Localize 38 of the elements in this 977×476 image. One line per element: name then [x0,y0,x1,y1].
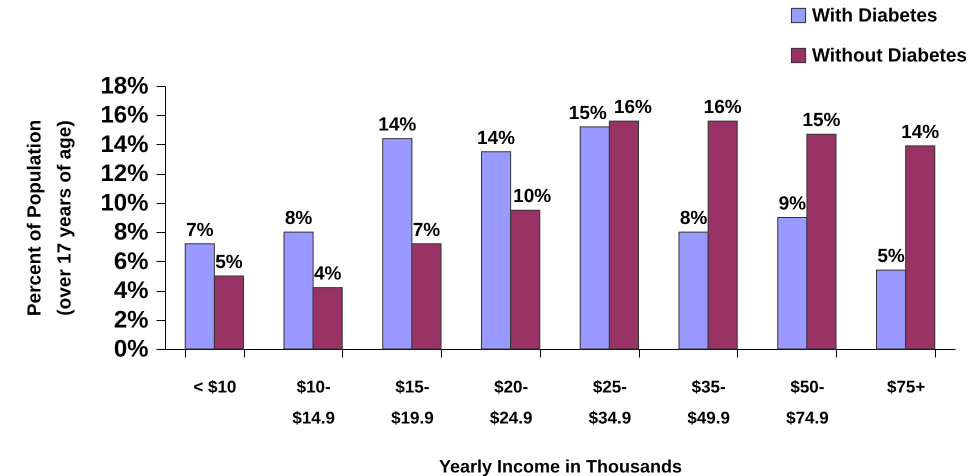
data-label: 14% [901,122,940,143]
data-label: 7% [186,220,214,241]
data-label: 5% [877,246,905,268]
y-tick-label: 6% [114,248,148,275]
y-tick-label: 4% [114,277,148,304]
y-axis-title: Percent of Population (over 17 years of age) [24,120,76,316]
y-tick-label: 12% [100,160,148,188]
data-label: 15% [568,102,607,124]
data-label: 7% [412,220,440,241]
x-tick-label: $15-$19.9 [391,378,434,428]
data-label: 16% [704,97,742,118]
y-tick-label: 10% [100,189,148,216]
data-label: 14% [378,114,416,136]
data-label: 9% [778,194,806,214]
x-tick-label: < $10 [193,378,236,396]
x-tick-label: $25-$34.9 [588,378,632,428]
data-label: 8% [284,208,312,230]
data-label: 16% [614,97,652,118]
data-label: 15% [802,110,841,132]
y-tick-label: 16% [100,102,148,129]
y-tick-label: 8% [114,218,148,246]
y-tick-label: 0% [114,336,148,362]
x-tick-label: $20-$24.9 [490,378,532,428]
legend-label: Without Diabetes [812,46,967,66]
x-tick-label: $35-$49.9 [687,378,730,428]
x-tick-label: $75+ [886,378,926,396]
y-tick-label: 14% [100,130,148,158]
x-tick-label: $10-$14.9 [292,378,335,428]
x-tick-label: $50-$74.9 [786,378,829,428]
data-label: 8% [680,208,708,230]
x-axis-title: Yearly Income in Thousands [438,456,682,476]
legend-label: With Diabetes [812,6,938,26]
data-label: 14% [477,128,516,149]
data-label: 10% [513,186,552,208]
data-label: 4% [314,264,342,285]
y-tick-label: 2% [114,306,148,334]
y-tick-label: 18% [100,72,148,100]
data-label: 5% [215,252,243,273]
